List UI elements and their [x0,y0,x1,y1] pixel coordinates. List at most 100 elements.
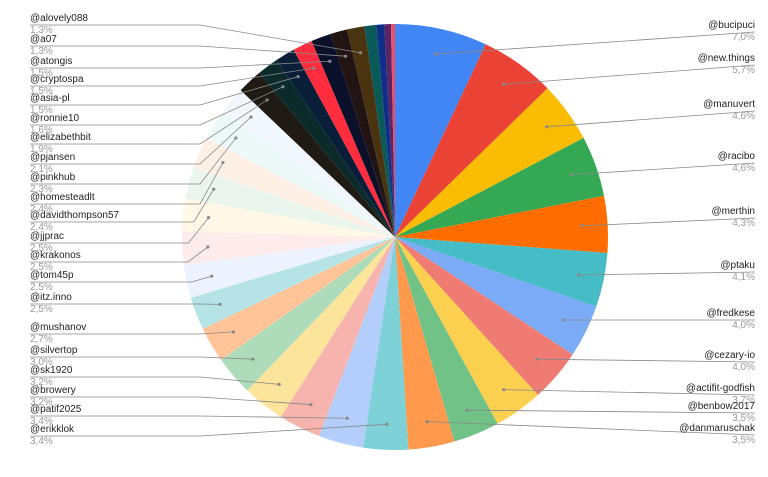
pie-slice [384,24,395,237]
pie-slice [395,237,573,395]
slice-percent: 3,4% [30,436,53,447]
leader-line [30,76,299,106]
pie-slice [376,24,395,237]
leader-line [582,217,756,227]
leader-dot [561,318,565,322]
pie-slice [347,26,395,237]
leader-line [578,271,756,276]
slice-percent: 3,7% [732,395,755,406]
slice-percent: 3,5% [732,413,755,424]
leader-dot [345,416,349,420]
leader-line [546,110,756,128]
slice-percent: 2,5% [30,243,53,254]
leader-line [30,162,224,205]
pie-slice [395,195,608,254]
slice-label: @actifit-godfish [686,383,755,394]
leader-line [30,116,252,165]
slice-percent: 3,2% [30,377,53,388]
pie-slice [395,44,548,238]
leader-dot [502,82,506,86]
slice-percent: 3,4% [30,416,53,427]
slice-percent: 2,7% [30,334,53,345]
pie-slice [182,198,395,237]
slice-label: @jjprac [30,231,64,242]
leader-line [30,45,346,57]
pie-slice [276,49,395,237]
slice-label: @merthin [712,206,756,217]
leader-dot [545,125,549,129]
pie-slice [395,88,584,237]
leader-dot [465,408,469,412]
pie-slice [395,24,486,237]
slice-label: @fredkese [706,308,755,319]
slice-percent: 4,0% [732,362,755,373]
slice-percent: 3,5% [732,435,755,446]
slice-label: @mushanov [30,322,86,333]
leader-dot [221,160,225,165]
pie-slice [363,237,409,450]
leader-line [30,99,268,145]
slice-percent: 4,1% [732,272,755,283]
slice-percent: 4,6% [732,111,755,122]
pie-slice [293,40,395,237]
pie-slice [185,167,395,237]
slice-percent: 1,5% [30,86,53,97]
leader-dot [206,245,210,249]
slice-label: @tom45p [30,270,74,281]
leader-dot [218,302,222,306]
leader-dot [311,66,316,70]
leader-line [503,64,756,85]
leader-line [30,396,311,405]
slice-label: @cezary-io [704,350,755,361]
pie-slice [193,137,395,237]
slice-label: @alovely088 [30,13,88,24]
pie-slice [390,24,395,237]
leader-dot [580,224,584,228]
leader-dot [425,420,429,424]
leader-dot [277,382,281,386]
slice-label: @cryptospa [30,74,84,85]
slice-label: @browery [30,385,76,396]
pie-slice [247,237,395,417]
pie-slice [395,237,538,424]
slice-label: @elizabethbit [30,132,91,143]
leader-dot [434,52,438,56]
slice-label: @ronnie10 [30,113,80,124]
leader-dot [385,422,389,426]
leader-line [571,162,756,176]
pie-slice [395,237,498,442]
pie-slice [280,237,395,437]
leader-line [466,409,756,414]
leader-line [30,67,314,87]
leader-dot [343,54,348,58]
slice-label: @ptaku [720,260,755,271]
leader-dot [296,74,300,79]
slice-label: @pinkhub [30,172,76,183]
leader-dot [309,402,313,407]
leader-dot [212,187,216,191]
leader-line [30,376,280,385]
slice-percent: 4,3% [732,218,755,229]
pie-slice [395,237,597,355]
leader-line [30,24,361,54]
leader-dot [328,59,332,63]
leader-dot [502,388,506,392]
leader-dot [249,115,253,119]
slice-percent: 3,2% [30,397,53,408]
slice-label: @sk1920 [30,365,73,376]
leader-dot [265,98,269,102]
leader-dot [358,51,363,55]
slice-percent: 3,0% [30,357,53,368]
leader-line [30,423,387,437]
pie-slice [330,29,395,237]
pie-slice [202,237,395,361]
slice-label: @new.things [698,53,755,64]
slice-label: @manuvert [703,99,755,110]
pie-slice [222,90,395,238]
slice-percent: 5,7% [732,65,755,76]
leader-line [30,356,253,360]
leader-dot [535,357,539,361]
leader-line [30,246,209,263]
leader-dot [281,85,285,89]
